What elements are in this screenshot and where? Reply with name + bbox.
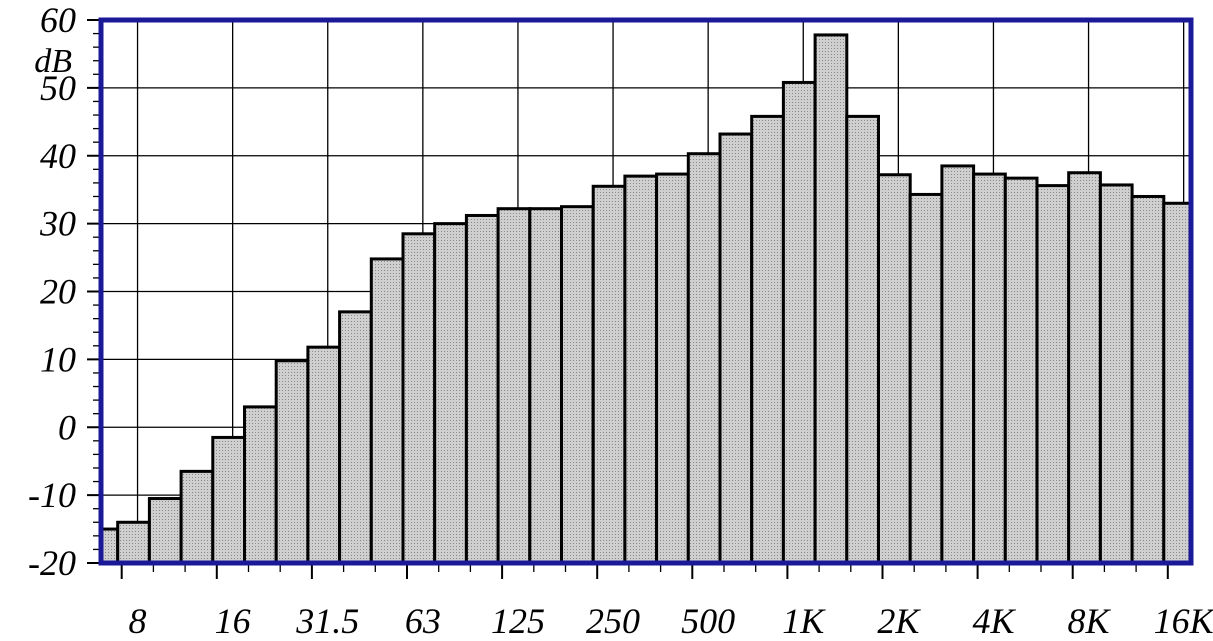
bar [1098, 183, 1134, 565]
x-axis-tick-labels: 8 16 31.5 63 125 250 500 1K 2K 4K 8K 16K [129, 601, 1213, 641]
bar [686, 152, 722, 565]
x-tick-label: 125 [491, 601, 545, 641]
bar [211, 435, 247, 565]
bar [179, 469, 215, 565]
bar [1162, 201, 1193, 565]
bar [940, 164, 976, 565]
bar [908, 192, 944, 565]
y-tick-label: 60 [40, 0, 76, 40]
bar [116, 520, 151, 565]
bar [1035, 184, 1071, 565]
bar [306, 345, 342, 565]
bar [845, 114, 880, 565]
bar [972, 172, 1007, 565]
x-tick-label: 8K [1068, 601, 1112, 641]
bar [99, 527, 120, 565]
bar [1003, 176, 1039, 565]
bar [369, 257, 405, 565]
bar [750, 114, 785, 565]
y-tick-label: 30 [39, 204, 76, 244]
x-tick-label: 16 [215, 601, 251, 641]
bars [99, 33, 1193, 565]
bar [496, 207, 532, 565]
y-tick-label: -20 [28, 543, 76, 583]
y-axis-tick-labels: 60 50 40 30 20 10 0 -10 -20 [28, 0, 76, 583]
x-tick-label: 16K [1154, 601, 1213, 641]
bar [591, 184, 627, 565]
x-tick-label: 31.5 [295, 601, 359, 641]
x-tick-label: 250 [586, 601, 640, 641]
y-tick-label: 50 [40, 68, 76, 108]
plot-frame [98, 17, 1194, 566]
bar [813, 33, 849, 565]
x-tick-label: 500 [681, 601, 735, 641]
bar [1067, 171, 1102, 565]
bar [433, 222, 468, 565]
y-tick-label: 40 [40, 136, 76, 176]
bar [338, 310, 373, 565]
bar [464, 213, 500, 565]
y-tick-label: -10 [28, 475, 76, 515]
bar [560, 205, 595, 565]
y-axis-unit-label: dB [34, 43, 72, 80]
x-tick-label: 1K [782, 601, 826, 641]
bar [1130, 194, 1166, 565]
bar [243, 405, 278, 565]
x-tick-label: 2K [877, 601, 921, 641]
y-tick-label: 20 [40, 272, 76, 312]
y-tick-label: 0 [58, 407, 76, 447]
x-tick-label: 8 [129, 601, 147, 641]
bar [781, 80, 817, 565]
bar [274, 359, 310, 565]
x-tick-label: 4K [972, 601, 1016, 641]
bar [718, 132, 754, 565]
bar [655, 172, 690, 565]
bar [528, 207, 563, 565]
bar [401, 232, 437, 565]
bar [877, 173, 912, 565]
y-tick-label: 10 [40, 339, 76, 379]
bar [623, 174, 659, 565]
bar [147, 497, 183, 565]
x-tick-label: 63 [405, 601, 441, 641]
